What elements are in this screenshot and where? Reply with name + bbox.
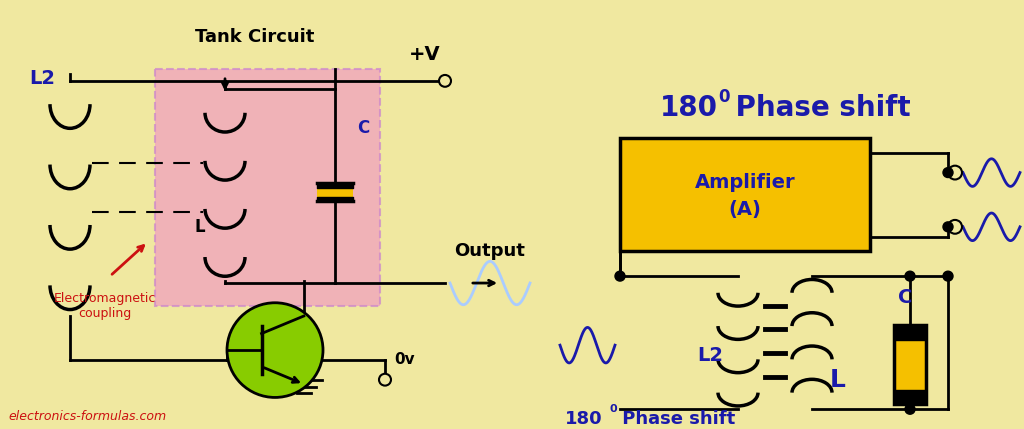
Text: 0: 0 <box>609 404 616 414</box>
Text: C: C <box>357 119 369 137</box>
Circle shape <box>943 222 953 232</box>
Circle shape <box>948 166 962 179</box>
Circle shape <box>905 271 915 281</box>
Text: L2: L2 <box>29 69 55 88</box>
Text: Phase shift: Phase shift <box>616 410 735 428</box>
Bar <box>155 69 380 306</box>
Circle shape <box>948 220 962 234</box>
Circle shape <box>943 168 953 178</box>
Bar <box>620 138 870 251</box>
Text: L: L <box>195 218 206 236</box>
Circle shape <box>905 405 915 414</box>
Text: (A): (A) <box>728 200 762 219</box>
Text: L2: L2 <box>697 345 723 365</box>
Circle shape <box>943 271 953 281</box>
Circle shape <box>379 374 391 386</box>
Bar <box>894 326 926 405</box>
Circle shape <box>615 271 625 281</box>
Text: Phase shift: Phase shift <box>726 94 910 123</box>
Bar <box>317 184 353 201</box>
Text: Tank Circuit: Tank Circuit <box>196 28 314 46</box>
Text: Electromagnetic
coupling: Electromagnetic coupling <box>54 292 157 320</box>
Text: +V: +V <box>410 45 440 64</box>
Text: 0: 0 <box>718 88 729 106</box>
Circle shape <box>227 303 323 397</box>
Text: Output: Output <box>455 242 525 260</box>
Circle shape <box>439 75 451 87</box>
Text: 180: 180 <box>660 94 718 123</box>
Text: electronics-formulas.com: electronics-formulas.com <box>8 410 166 423</box>
Text: Amplifier: Amplifier <box>694 173 796 193</box>
Text: 0v: 0v <box>394 353 416 368</box>
Text: L: L <box>830 368 846 392</box>
Text: 180: 180 <box>565 410 603 428</box>
Text: C: C <box>898 288 912 307</box>
